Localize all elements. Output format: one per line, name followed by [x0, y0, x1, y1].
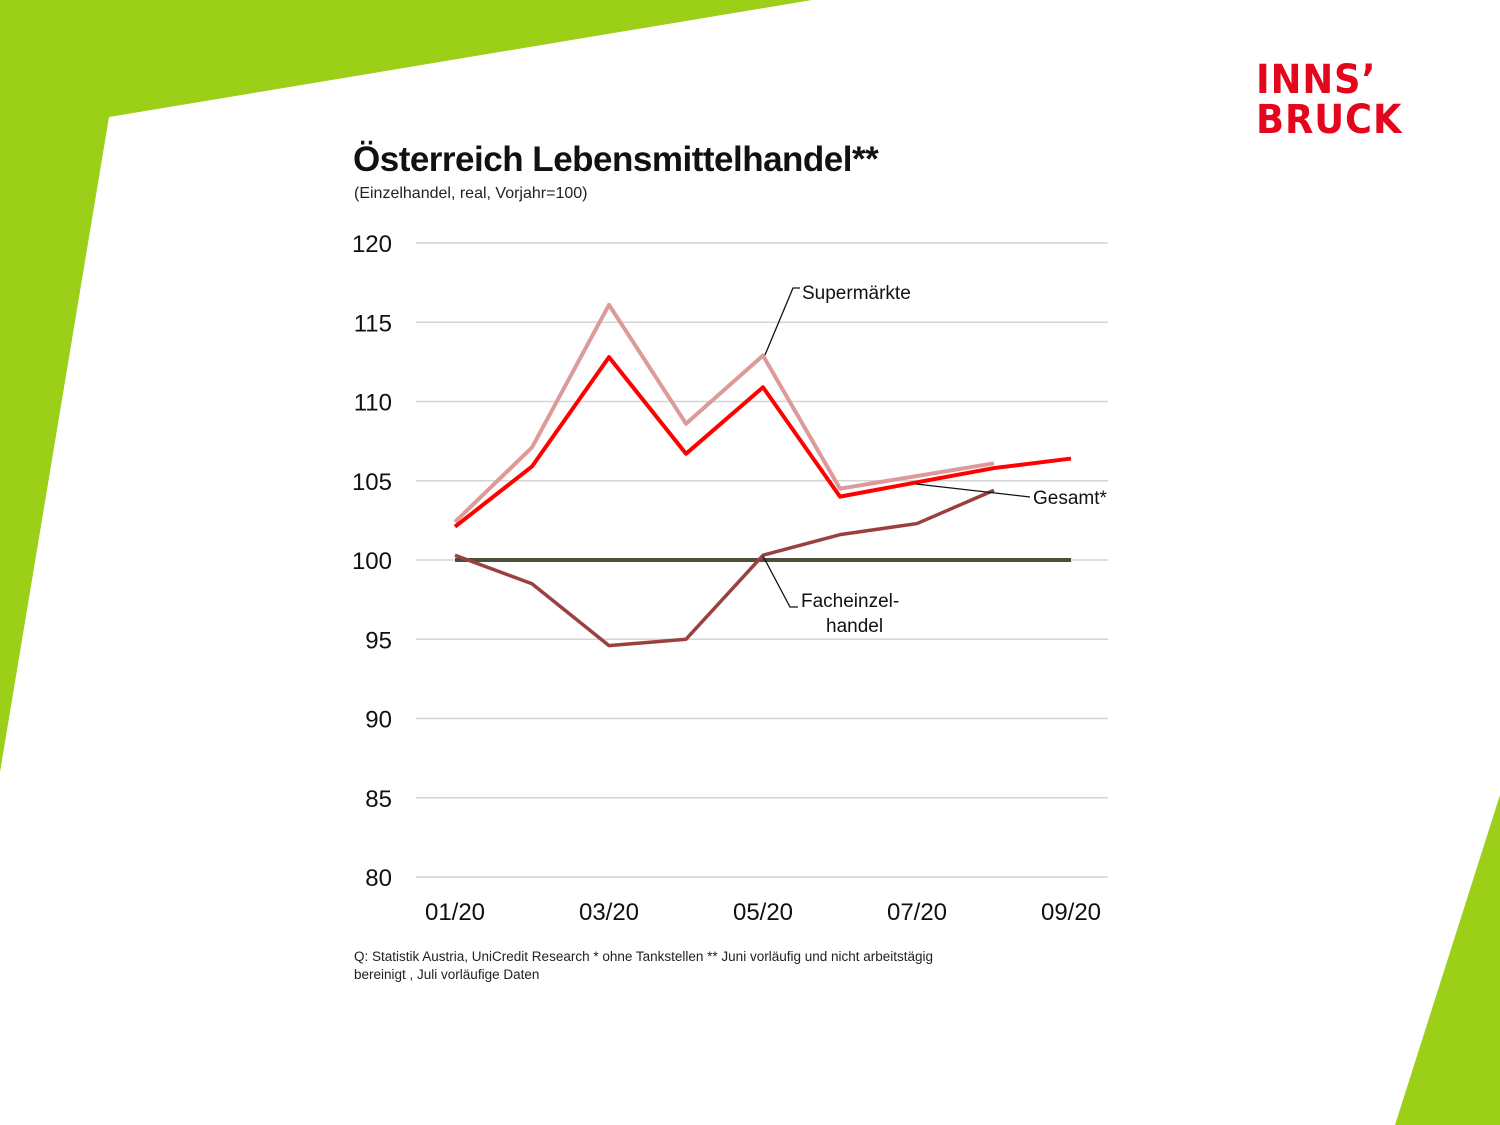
series-line-supermärkte: [453, 302, 995, 524]
supermaerkte-leader: [764, 287, 800, 356]
x-tick-label: 01/20: [425, 899, 485, 926]
y-tick-label: 90: [365, 707, 392, 734]
label-fach-line2: handel: [826, 616, 883, 637]
gesamt-leader: [915, 483, 1031, 498]
label-gesamt: Gesamt*: [1033, 488, 1108, 509]
innsbruck-logo: INNS’ BRUCK: [1256, 60, 1402, 140]
y-tick-label: 120: [352, 231, 392, 258]
series-line-facheinzel: [454, 488, 995, 648]
label-fach-line1: Facheinzel-: [801, 591, 899, 612]
logo-line2: BRUCK: [1256, 97, 1403, 143]
x-tick-label: 03/20: [579, 899, 639, 926]
chart-title: Österreich Lebensmittelhandel**: [353, 140, 879, 179]
y-tick-label: 110: [354, 390, 392, 417]
green-corner-top-left: [0, 0, 812, 772]
y-tick-label: 105: [352, 469, 392, 496]
y-tick-label: 100: [352, 548, 392, 575]
y-tick-label: 115: [354, 310, 392, 337]
green-corner-bottom-right: [1395, 795, 1500, 1125]
series-line-gesamt: [453, 355, 1072, 529]
logo-line1: INNS’: [1256, 57, 1377, 103]
y-tick-label: 80: [365, 865, 392, 892]
chart-subtitle: (Einzelhandel, real, Vorjahr=100): [354, 185, 588, 202]
x-tick-label: 09/20: [1041, 899, 1101, 926]
fach-leader: [762, 555, 798, 608]
label-supermaerkte: Supermärkte: [802, 283, 911, 304]
footnote: Q: Statistik Austria, UniCredit Research…: [354, 949, 934, 982]
x-tick-label: 07/20: [887, 899, 947, 926]
y-tick-label: 85: [365, 786, 392, 813]
x-tick-label: 05/20: [733, 899, 793, 926]
y-tick-label: 95: [365, 627, 392, 654]
